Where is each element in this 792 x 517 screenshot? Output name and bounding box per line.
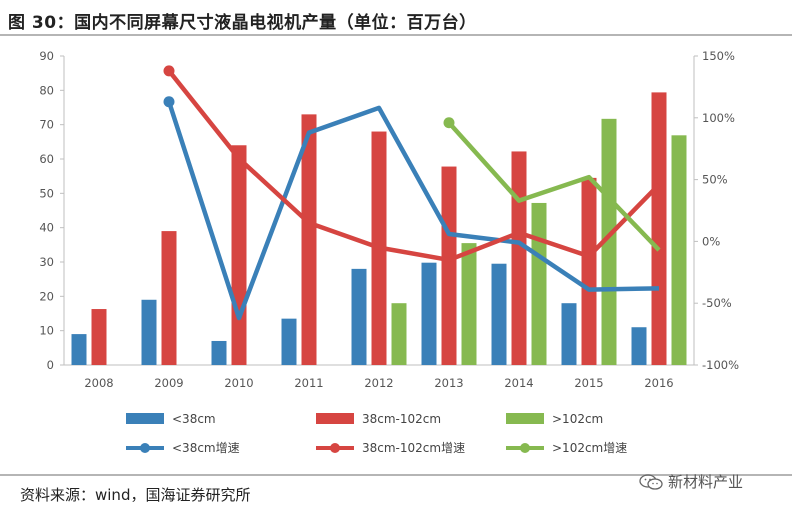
series-line: [447, 121, 661, 252]
bar: [461, 243, 477, 365]
bar: [91, 309, 107, 365]
bar: [141, 299, 157, 365]
bar: [71, 334, 87, 365]
source-note: 资料来源：wind，国海证券研究所: [20, 486, 251, 504]
bar: [351, 268, 367, 365]
right-tick-label: 150%: [702, 49, 735, 63]
left-tick-label: 80: [39, 83, 54, 97]
x-tick-label: 2015: [574, 376, 603, 390]
legend-label: >102cm增速: [552, 441, 627, 455]
chart: 0 10 20 30 40 50 60 70 80 90 -100% -50% 0% 50% 100% 150…: [39, 49, 739, 455]
x-tick-label: 2009: [154, 376, 183, 390]
legend-swatch: [316, 413, 354, 424]
line-point: [163, 65, 175, 77]
bar: [561, 303, 577, 365]
x-tick-label: 2012: [364, 376, 393, 390]
left-tick-label: 70: [39, 118, 54, 132]
legend-swatch: [506, 413, 544, 424]
x-tick-label: 2016: [644, 376, 673, 390]
bar: [161, 231, 177, 365]
legend-label: >102cm: [552, 412, 603, 426]
x-tick-label: 2010: [224, 376, 253, 390]
legend-label: <38cm增速: [172, 441, 240, 455]
watermark-text: 新材料产业: [668, 473, 744, 491]
line-point: [163, 96, 175, 108]
bar: [211, 340, 227, 365]
legend-swatch: [126, 413, 164, 424]
series-line: [166, 101, 660, 321]
bar: [651, 92, 667, 365]
right-tick-label: -50%: [702, 296, 732, 310]
watermark: 新材料产业: [638, 471, 743, 492]
right-tick-label: 0%: [702, 234, 720, 248]
bar: [231, 145, 247, 365]
x-tick-label: 2008: [84, 376, 113, 390]
bar: [491, 263, 507, 365]
bar: [281, 318, 297, 365]
left-tick-label: 0: [47, 358, 54, 372]
wechat-icon: [639, 473, 663, 490]
right-tick-label: -100%: [702, 358, 739, 372]
legend-marker: [140, 443, 150, 453]
left-tick-label: 60: [39, 152, 54, 166]
series-line: [167, 69, 661, 263]
bottom-rule: [0, 474, 792, 476]
figure-title: 图 30：国内不同屏幕尺寸液晶电视机产量（单位：百万台）: [8, 13, 477, 33]
bar: [631, 327, 647, 365]
bar: [581, 177, 597, 365]
bar: [441, 166, 457, 365]
x-tick-label: 2013: [434, 376, 463, 390]
legend-marker: [330, 443, 340, 453]
bar: [421, 262, 437, 365]
right-tick-label: 100%: [702, 111, 735, 125]
left-tick-label: 30: [39, 255, 54, 269]
left-tick-label: 50: [39, 186, 54, 200]
legend-label: 38cm-102cm: [362, 412, 441, 426]
left-tick-label: 10: [39, 324, 54, 338]
x-tick-label: 2011: [294, 376, 323, 390]
legend-marker: [520, 443, 530, 453]
legend-label: 38cm-102cm增速: [362, 441, 465, 455]
bar: [301, 114, 317, 365]
left-tick-label: 40: [39, 221, 54, 235]
legend-label: <38cm: [172, 412, 216, 426]
bar: [601, 118, 617, 365]
left-tick-label: 20: [39, 289, 54, 303]
left-tick-label: 90: [39, 49, 54, 63]
bar: [671, 135, 687, 365]
right-tick-label: 50%: [702, 173, 728, 187]
top-rule: [0, 34, 792, 36]
bar: [391, 303, 407, 365]
bar: [511, 151, 527, 365]
line-point: [443, 117, 455, 129]
x-tick-label: 2014: [504, 376, 533, 390]
bar: [531, 202, 547, 365]
